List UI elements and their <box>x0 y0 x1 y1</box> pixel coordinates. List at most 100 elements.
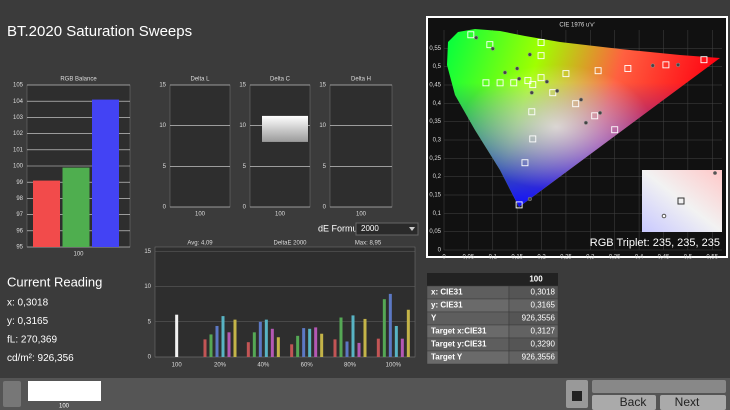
target-marker <box>486 41 494 49</box>
y-tick-label: 102 <box>13 131 24 137</box>
next-label[interactable]: Next <box>675 395 700 409</box>
de-formula-label: dE Formula: <box>318 223 367 233</box>
category-label: 100 <box>356 212 367 218</box>
table-value: 926,3556 <box>522 314 556 323</box>
category-label: 100 <box>275 212 286 218</box>
x-tick-label: 0,5 <box>684 255 693 261</box>
y-tick-label: 104 <box>13 99 24 105</box>
panel-title: Delta C <box>270 77 291 83</box>
toolbar[interactable] <box>592 380 726 393</box>
bar <box>357 342 361 357</box>
reading-title: Current Reading <box>7 274 102 289</box>
bar <box>320 333 324 357</box>
target-marker <box>524 77 532 85</box>
bar <box>209 334 213 357</box>
next-button[interactable] <box>660 395 726 410</box>
category-label: 100 <box>73 252 84 258</box>
y-tick-label: 0,05 <box>429 229 441 235</box>
bar <box>233 319 237 357</box>
target-marker <box>482 79 490 87</box>
y-tick-label: 15 <box>239 83 246 89</box>
table-header <box>427 273 558 286</box>
x-tick-label: 0,45 <box>658 255 670 261</box>
y-tick-label: 0,2 <box>433 174 442 180</box>
patch-icon[interactable] <box>3 381 21 407</box>
y-tick-label: 105 <box>13 83 24 89</box>
target-marker <box>572 100 580 108</box>
patch-label: 100 <box>59 404 70 410</box>
bar <box>290 344 294 357</box>
back-label[interactable]: Back <box>620 395 648 409</box>
x-tick-label: 80% <box>344 363 357 369</box>
x-tick-label: 0,05 <box>463 255 475 261</box>
y-tick-label: 0 <box>163 205 167 211</box>
target-marker <box>529 135 537 143</box>
target-marker <box>624 65 632 72</box>
y-tick-label: 100 <box>13 164 24 170</box>
table-label: Target y:CIE31 <box>431 340 487 349</box>
table-label: y: CIE31 <box>431 301 463 310</box>
y-tick-label: 99 <box>16 180 23 186</box>
plot-area <box>154 246 416 358</box>
target-marker <box>662 61 670 69</box>
y-tick-label: 0 <box>438 248 442 254</box>
y-tick-label: 15 <box>159 83 166 89</box>
plot-area <box>169 84 231 208</box>
measured-point <box>502 70 508 75</box>
x-tick-label: 0,35 <box>609 255 621 261</box>
target-marker <box>594 67 602 75</box>
measured-point <box>578 97 584 102</box>
y-tick-label: 10 <box>319 123 326 129</box>
measured-point <box>583 120 588 125</box>
y-tick-label: 95 <box>16 245 23 251</box>
target-marker <box>521 159 529 167</box>
table-value: 0,3127 <box>531 327 556 336</box>
x-tick-label: 60% <box>301 363 314 369</box>
patch-swatch[interactable] <box>28 381 101 401</box>
measured-point <box>650 63 655 68</box>
max-label: Max: 8,95 <box>355 241 382 247</box>
x-tick-label: 0,15 <box>511 255 523 261</box>
y-tick-label: 0 <box>148 355 152 361</box>
category-label: 100 <box>195 212 206 218</box>
bar <box>388 293 392 357</box>
y-tick-label: 0,25 <box>429 156 441 162</box>
de-formula-value[interactable]: 2000 <box>361 224 379 233</box>
x-tick-label: 0,55 <box>706 255 718 261</box>
x-tick-label: 100% <box>386 363 402 369</box>
target-marker <box>510 79 518 87</box>
inset-target <box>677 197 685 205</box>
x-tick-label: 0,2 <box>537 255 546 261</box>
bar <box>227 332 231 357</box>
measured-point <box>517 76 522 81</box>
table-value: 0,3018 <box>531 288 556 297</box>
bar <box>215 325 219 357</box>
bar <box>221 316 225 357</box>
back-button[interactable] <box>592 395 656 410</box>
target-marker <box>529 81 537 89</box>
y-tick-label: 0,1 <box>433 211 442 217</box>
target-marker <box>611 126 619 134</box>
bar <box>92 99 119 247</box>
measured-point <box>474 35 479 40</box>
avg-label: Avg: 4,09 <box>187 241 213 247</box>
inset-dot <box>661 213 667 219</box>
measured-point <box>529 90 534 95</box>
panel-title: Delta H <box>351 77 371 83</box>
y-tick-label: 0,4 <box>433 101 442 107</box>
y-tick-label: 10 <box>144 284 151 290</box>
target-marker <box>700 56 708 64</box>
bar <box>382 299 386 357</box>
plot-area <box>249 84 311 208</box>
bar <box>276 337 280 357</box>
y-tick-label: 5 <box>243 164 247 170</box>
rgb-triplet: RGB Triplet: 235, 235, 235 <box>590 237 720 249</box>
target-marker <box>537 52 545 60</box>
bar <box>33 180 60 247</box>
x-tick-label: 0,3 <box>586 255 595 261</box>
table-label: x: CIE31 <box>431 288 463 297</box>
bar <box>62 167 90 247</box>
de-formula-dropdown[interactable] <box>355 222 419 236</box>
